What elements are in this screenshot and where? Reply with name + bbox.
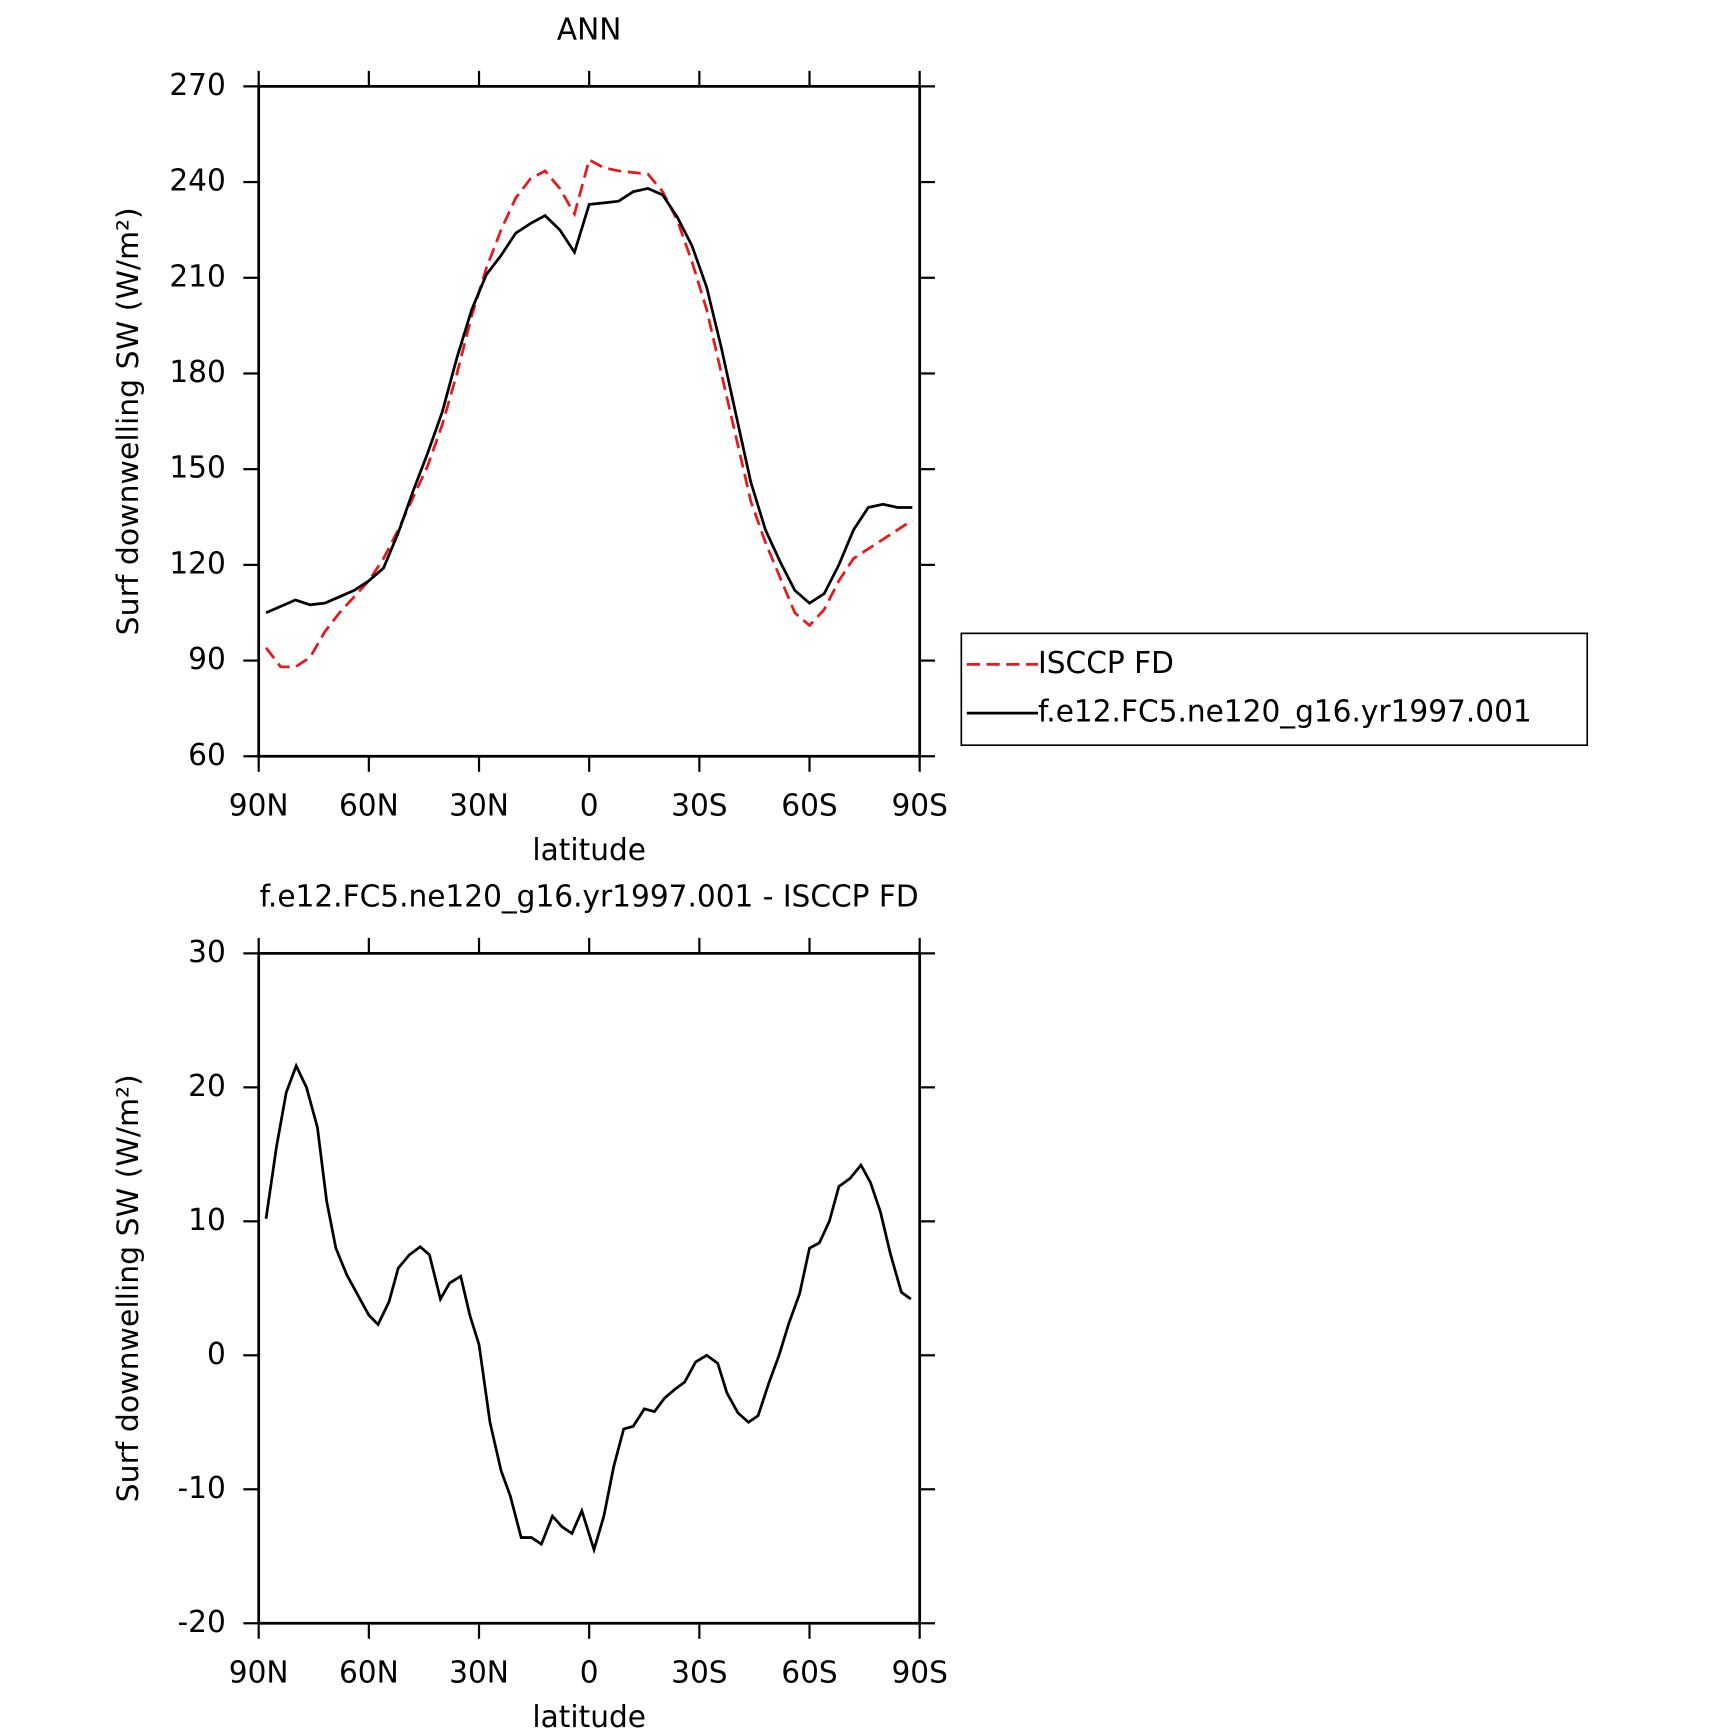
x-tick-label: 30N bbox=[449, 789, 509, 824]
x-tick-label: 90N bbox=[229, 1656, 289, 1691]
series-line bbox=[265, 187, 913, 615]
y-tick-label: 240 bbox=[169, 163, 225, 198]
x-tick-label: 60S bbox=[781, 1656, 837, 1691]
legend-label: ISCCP FD bbox=[1038, 646, 1174, 681]
y-tick-label: 30 bbox=[188, 935, 226, 970]
y-tick-label: -20 bbox=[177, 1605, 225, 1640]
y-tick-label: 180 bbox=[169, 355, 225, 390]
x-tick-label: 0 bbox=[580, 1656, 599, 1691]
x-tick-label: 30S bbox=[671, 789, 727, 824]
x-tick-label: 60S bbox=[781, 789, 837, 824]
y-tick-label: -10 bbox=[177, 1471, 225, 1506]
y-tick-label: 10 bbox=[188, 1203, 226, 1238]
plot-frame bbox=[257, 84, 922, 758]
y-tick-label: 60 bbox=[188, 738, 226, 773]
y-tick-label: 0 bbox=[207, 1337, 226, 1372]
x-tick-label: 60N bbox=[339, 789, 399, 824]
x-tick-label: 90S bbox=[891, 789, 947, 824]
y-tick-label: 270 bbox=[169, 68, 225, 103]
y-axis-label: Surf downwelling SW (W/m²) bbox=[111, 207, 146, 635]
x-tick-label: 0 bbox=[580, 789, 599, 824]
x-tick-label: 60N bbox=[339, 1656, 399, 1691]
series-line bbox=[264, 157, 914, 669]
x-axis-label: latitude bbox=[532, 833, 646, 868]
legend-box bbox=[960, 632, 1589, 747]
x-tick-label: 90S bbox=[891, 1656, 947, 1691]
plot-frame bbox=[257, 951, 922, 1625]
y-tick-label: 20 bbox=[188, 1069, 226, 1104]
y-tick-label: 210 bbox=[169, 259, 225, 294]
chart-title: f.e12.FC5.ne120_g16.yr1997.001 - ISCCP F… bbox=[260, 879, 919, 914]
y-tick-label: 90 bbox=[188, 642, 226, 677]
series-line bbox=[264, 1062, 912, 1555]
y-tick-label: 150 bbox=[169, 451, 225, 486]
y-axis-label: Surf downwelling SW (W/m²) bbox=[111, 1074, 146, 1502]
x-tick-label: 30N bbox=[449, 1656, 509, 1691]
y-tick-label: 120 bbox=[169, 546, 225, 581]
x-tick-label: 90N bbox=[229, 789, 289, 824]
legend-label: f.e12.FC5.ne120_g16.yr1997.001 bbox=[1038, 694, 1532, 729]
x-axis-label: latitude bbox=[532, 1700, 646, 1734]
chart-title: ANN bbox=[557, 12, 622, 47]
x-tick-label: 30S bbox=[671, 1656, 727, 1691]
